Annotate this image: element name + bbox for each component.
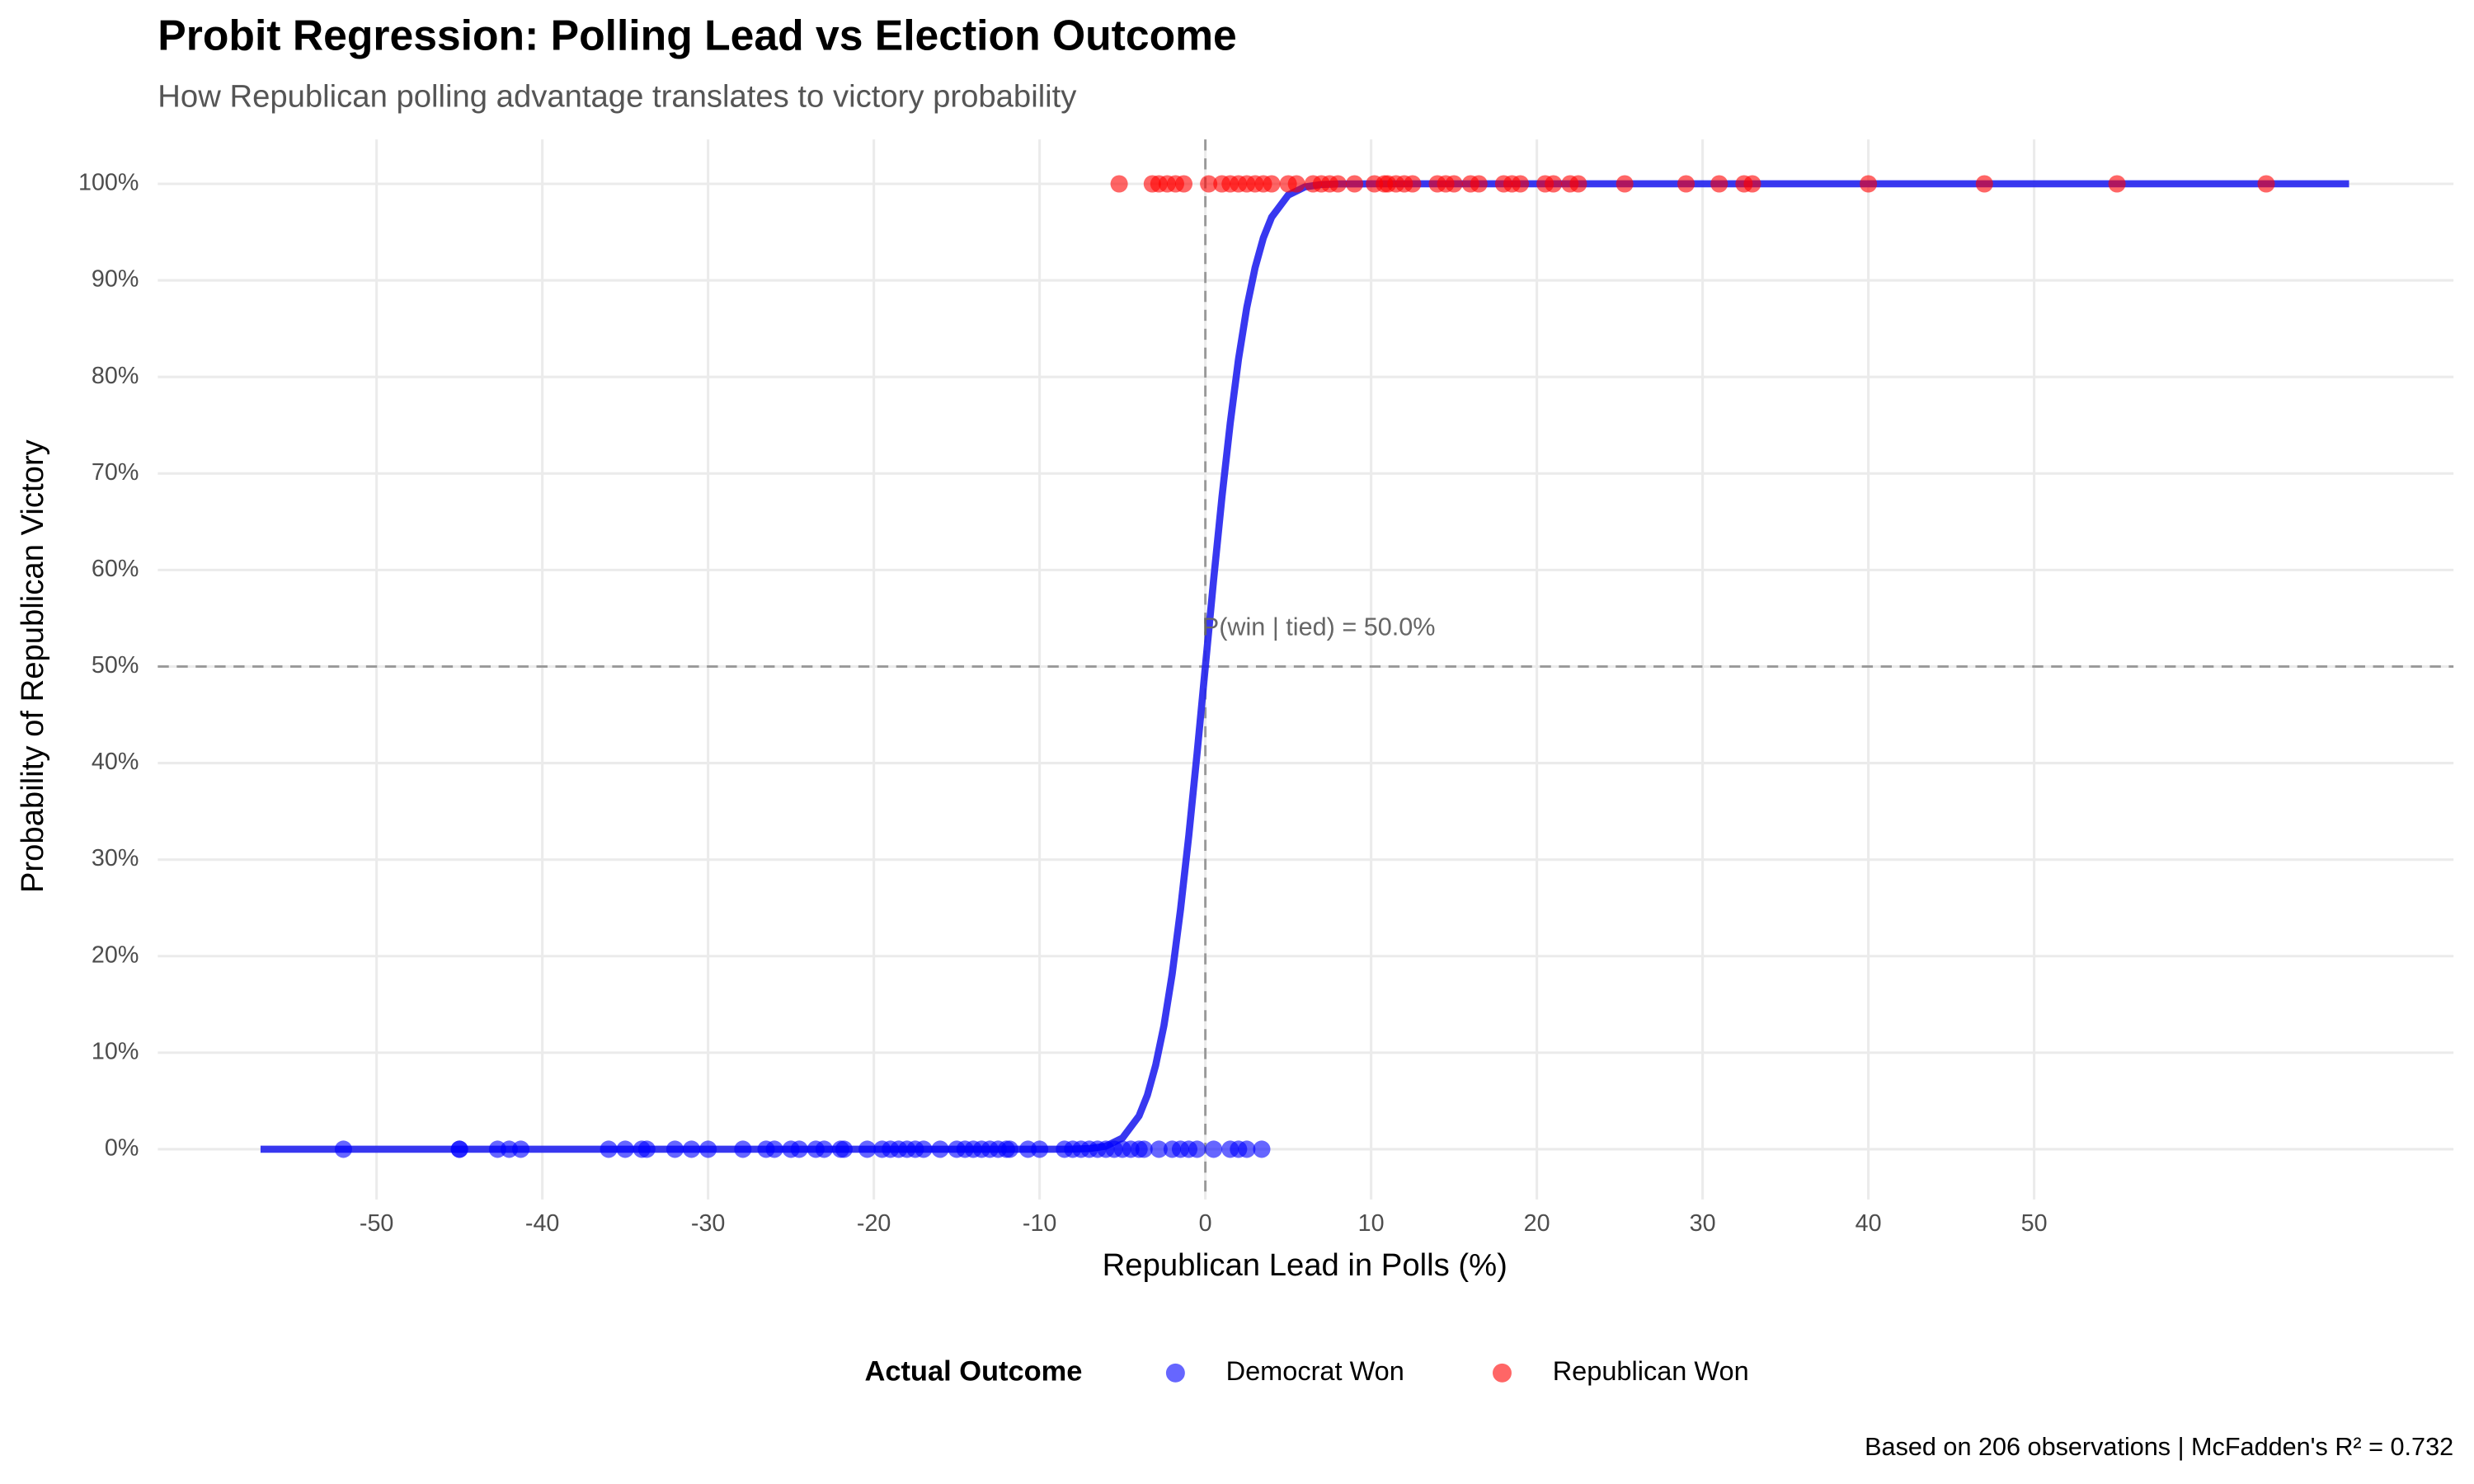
data-point — [915, 1140, 933, 1158]
data-point — [1031, 1140, 1049, 1158]
legend-title: Actual Outcome — [864, 1355, 1082, 1387]
data-point — [2257, 175, 2275, 193]
data-point — [1511, 175, 1530, 193]
data-point — [815, 1140, 833, 1158]
data-point — [1000, 1140, 1018, 1158]
data-point — [1569, 175, 1587, 193]
data-point — [835, 1140, 853, 1158]
legend-marker — [1493, 1363, 1512, 1383]
data-point — [511, 1140, 530, 1158]
x-tick-label: 10 — [1358, 1210, 1385, 1237]
data-point — [1470, 175, 1488, 193]
data-point — [1287, 175, 1305, 193]
data-point — [1975, 175, 1993, 193]
data-point — [1329, 175, 1347, 193]
y-tick-label: 30% — [92, 845, 139, 871]
y-axis-title: Probability of Republican Victory — [15, 439, 50, 893]
x-tick-label: 40 — [1856, 1210, 1882, 1237]
x-tick-label: 30 — [1690, 1210, 1716, 1237]
data-point — [1110, 175, 1128, 193]
y-tick-label: 80% — [92, 363, 139, 389]
annotation: P(win | tied) = 50.0% — [1202, 613, 1436, 641]
x-tick-label: 0 — [1199, 1210, 1212, 1237]
data-point — [1200, 175, 1218, 193]
y-tick-label: 70% — [92, 459, 139, 486]
data-point — [1860, 175, 1878, 193]
data-point — [858, 1140, 877, 1158]
data-point — [1445, 175, 1463, 193]
y-tick-label: 100% — [78, 170, 139, 196]
x-tick-label: -30 — [691, 1210, 725, 1237]
data-point — [1205, 1140, 1223, 1158]
x-tick-label: -10 — [1023, 1210, 1056, 1237]
y-tick-label: 20% — [92, 942, 139, 968]
fit-line — [260, 180, 2349, 1153]
chart-title: Probit Regression: Polling Lead vs Elect… — [158, 11, 1236, 59]
data-point — [334, 1140, 352, 1158]
x-axis-title: Republican Lead in Polls (%) — [1103, 1247, 1507, 1283]
data-point — [931, 1140, 949, 1158]
data-point — [450, 1140, 468, 1158]
data-point — [683, 1140, 701, 1158]
data-point — [2108, 175, 2126, 193]
data-point — [1710, 175, 1729, 193]
y-tick-label: 10% — [92, 1038, 139, 1064]
data-point — [1263, 175, 1281, 193]
chart-subtitle: How Republican polling advantage transla… — [158, 78, 1077, 114]
legend-label: Republican Won — [1553, 1356, 1749, 1386]
data-point — [1404, 175, 1422, 193]
x-tick-label: -40 — [525, 1210, 559, 1237]
x-tick-label: -20 — [857, 1210, 891, 1237]
caption: Based on 206 observations | McFadden's R… — [1865, 1433, 2453, 1461]
data-point — [1135, 1140, 1153, 1158]
data-point — [765, 1140, 783, 1158]
data-point — [1545, 175, 1563, 193]
data-point — [699, 1140, 717, 1158]
y-tick-label: 90% — [92, 266, 139, 293]
legend-marker — [1165, 1363, 1185, 1383]
legend-label: Democrat Won — [1226, 1356, 1404, 1386]
y-tick-label: 0% — [105, 1135, 139, 1162]
data-point — [734, 1140, 752, 1158]
x-tick-label: 50 — [2021, 1210, 2048, 1237]
data-point — [1150, 1140, 1168, 1158]
data-point — [637, 1140, 656, 1158]
x-tick-label: 20 — [1524, 1210, 1550, 1237]
data-point — [1188, 1140, 1206, 1158]
data-point — [1174, 175, 1193, 193]
data-point — [1616, 175, 1634, 193]
data-point — [600, 1140, 618, 1158]
y-tick-label: 60% — [92, 556, 139, 582]
data-point — [1743, 175, 1761, 193]
data-point — [1238, 1140, 1256, 1158]
x-tick-label: -50 — [360, 1210, 393, 1237]
data-point — [790, 1140, 808, 1158]
data-point — [1677, 175, 1696, 193]
data-point — [666, 1140, 684, 1158]
data-point — [616, 1140, 634, 1158]
y-tick-label: 40% — [92, 749, 139, 775]
y-tick-label: 50% — [92, 652, 139, 679]
data-point — [1345, 175, 1364, 193]
data-point — [1253, 1140, 1271, 1158]
